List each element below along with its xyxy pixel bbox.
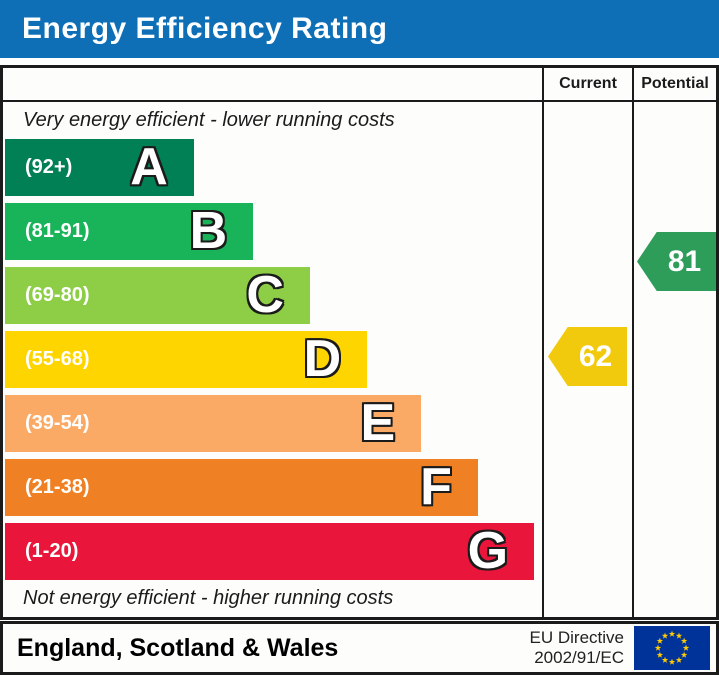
band-range-label: (81-91) [25,220,90,242]
column-divider-potential [632,68,634,617]
band-letter: C [246,266,284,324]
band-row-B: (81-91) B [5,202,254,260]
page-title: Energy Efficiency Rating [22,12,388,45]
band-range-label: (55-68) [25,348,90,370]
band-range-label: (39-54) [25,412,90,434]
header-separator [3,100,716,102]
region-label: England, Scotland & Wales [17,634,339,662]
band-row-G: (1-20) G [5,522,535,580]
band-row-F: (21-38) F [5,459,478,516]
eu-directive-line2: 2002/91/EC [534,648,624,667]
caption-not-efficient: Not energy efficient - higher running co… [23,587,394,609]
caption-very-efficient: Very energy efficient - lower running co… [23,109,395,131]
rating-table: Current Potential Very energy efficient … [0,65,719,620]
band-letter: F [420,458,452,516]
column-divider-current [542,68,544,617]
band-row-D: (55-68) D [5,330,368,388]
band-letter: E [360,394,396,452]
current-rating-indicator: 62 [548,327,627,386]
current-column-header: Current [559,75,617,92]
band-row-A: (92+) A [5,139,194,196]
potential-rating-value: 81 [667,244,702,278]
eu-flag-icon [634,626,710,670]
potential-column-header: Potential [641,75,709,92]
band-letter: B [189,202,228,260]
current-rating-value: 62 [578,339,613,373]
potential-rating-indicator: 81 [637,232,716,291]
band-letter: D [303,330,342,388]
band-range-label: (21-38) [25,476,90,498]
eu-directive-line1: EU Directive [529,628,624,647]
band-range-label: (69-80) [25,284,90,306]
band-range-label: (92+) [25,156,73,178]
band-row-C: (69-80) C [5,267,310,324]
band-letter: G [467,522,509,580]
footer-bar: England, Scotland & Wales EU Directive 2… [0,621,719,675]
eu-directive-text: EU Directive 2002/91/EC [530,628,624,668]
bands: (92+) A (81-91) B (69-80) C (55-68) D (39-54) E (2… [5,139,540,587]
band-range-label: (1-20) [25,540,79,562]
title-bar: Energy Efficiency Rating [0,0,719,58]
band-letter: A [130,138,168,196]
band-row-E: (39-54) E [5,394,422,452]
